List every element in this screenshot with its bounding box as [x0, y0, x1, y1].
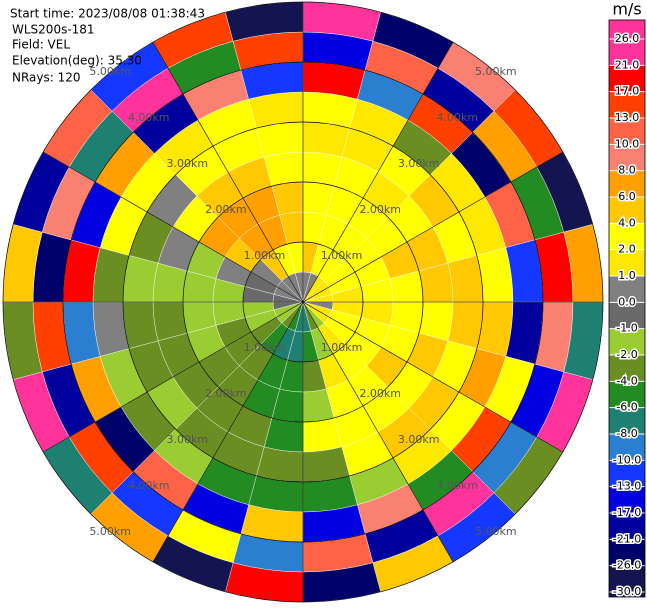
- colorbar-tick-label: 10.0: [615, 137, 640, 150]
- colorbar-tick-label: 26.0: [615, 32, 640, 45]
- spoke: [302, 151, 563, 303]
- colorbar-tick-label: 6.0: [618, 190, 636, 203]
- colorbar: 26.0 21.0 17.0 13.0 10.0 8.0 6.0 4.0 2.0 1.0 0.0 -1…: [608, 19, 646, 600]
- colorbar-segment: [609, 302, 645, 329]
- range-label: 1.00km: [321, 341, 363, 354]
- range-ring: [62, 61, 544, 543]
- colorbar-tick-label: 13.0: [615, 111, 640, 124]
- range-label: 3.00km: [398, 157, 440, 170]
- colorbar-tick-label: -30.0: [613, 585, 641, 598]
- range-label: 3.00km: [167, 433, 209, 446]
- colorbar-tick-label: -1.0: [616, 322, 637, 335]
- colorbar-tick-label: -4.0: [616, 374, 637, 387]
- colorbar-tick-label: -10.0: [613, 453, 641, 466]
- spoke: [152, 42, 304, 303]
- colorbar-tick-label: 4.0: [618, 216, 636, 229]
- colorbar-tick-label: 2.0: [618, 243, 636, 256]
- colorbar-tick-label: -6.0: [616, 401, 637, 414]
- colorbar-segment: [609, 407, 645, 434]
- range-label: 4.00km: [436, 479, 478, 492]
- range-label: 5.00km: [89, 525, 131, 538]
- spoke: [43, 151, 304, 303]
- velocity-cell: [447, 255, 484, 303]
- colorbar-tick-label: 1.0: [618, 269, 636, 282]
- colorbar-segment: [609, 276, 645, 303]
- range-label: 4.00km: [436, 111, 478, 124]
- field: Field: VEL: [12, 38, 70, 52]
- colorbar-segment: [609, 91, 645, 118]
- colorbar-segment: [609, 144, 645, 171]
- spoke: [302, 301, 563, 453]
- range-label: 5.00km: [89, 65, 131, 78]
- colorbar-title: m/s: [612, 0, 641, 19]
- colorbar-tick-label: 17.0: [615, 85, 640, 98]
- range-label: 2.00km: [359, 203, 401, 216]
- colorbar-segment: [609, 65, 645, 92]
- colorbar-tick-label: 8.0: [618, 164, 636, 177]
- spoke: [302, 301, 454, 562]
- colorbar-tick-label: -2.0: [616, 348, 637, 361]
- start-time: Start time: 2023/08/08 01:38:43: [10, 7, 205, 21]
- range-label: 2.00km: [359, 387, 401, 400]
- range-label: 2.00km: [205, 203, 247, 216]
- range-ring: [122, 121, 484, 483]
- instrument: WLS200s-181: [12, 23, 95, 37]
- range-label: 1.00km: [244, 341, 286, 354]
- colorbar-segment: [609, 223, 645, 250]
- colorbar-tick-label: 0.0: [618, 295, 636, 308]
- colorbar-segment: [609, 197, 645, 224]
- range-ring: [2, 1, 604, 603]
- spoke: [43, 301, 304, 453]
- velocity-cell: [122, 301, 159, 349]
- velocity-cell: [447, 301, 484, 349]
- colorbar-tick-label: 21.0: [615, 58, 640, 71]
- range-label: 4.00km: [128, 111, 170, 124]
- colorbar-segment: [609, 20, 645, 66]
- range-ring: [182, 181, 424, 423]
- velocity-cell: [256, 446, 304, 483]
- colorbar-segment: [609, 118, 645, 145]
- colorbar-segment: [609, 381, 645, 408]
- range-label: 5.00km: [475, 525, 517, 538]
- range-label: 3.00km: [167, 157, 209, 170]
- velocity-cell: [122, 255, 159, 303]
- range-label: 2.00km: [205, 387, 247, 400]
- elevation: Elevation(deg): 35.30: [12, 54, 142, 68]
- velocity-cell: [302, 121, 350, 158]
- colorbar-frame: [608, 19, 646, 598]
- range-ring: [242, 241, 364, 363]
- colorbar-tick-label: -17.0: [613, 506, 641, 519]
- range-label: 1.00km: [244, 249, 286, 262]
- colorbar-tick-label: -8.0: [616, 427, 637, 440]
- colorbar-tick-label: -26.0: [613, 559, 641, 572]
- colorbar-segment: [609, 486, 645, 513]
- colorbar-segment: [609, 460, 645, 487]
- range-label: 5.00km: [475, 65, 517, 78]
- colorbar-segment: [609, 328, 645, 355]
- colorbar-segment: [609, 355, 645, 382]
- colorbar-segment: [609, 539, 645, 566]
- nrays: NRays: 120: [12, 71, 81, 85]
- range-label: 3.00km: [398, 433, 440, 446]
- spoke: [302, 42, 454, 303]
- range-label: 1.00km: [321, 249, 363, 262]
- spoke: [152, 301, 304, 562]
- range-label: 4.00km: [128, 479, 170, 492]
- colorbar-tick-label: -13.0: [613, 480, 641, 493]
- plot-area: [2, 1, 604, 603]
- velocity-cell: [302, 446, 350, 483]
- overlay: 1.00km 1.00km 1.00km 1.00km 2.00km 2.00km 2.00…: [2, 1, 604, 603]
- colorbar-segment: [609, 170, 645, 197]
- colorbar-segment: [609, 249, 645, 276]
- colorbar-segment: [609, 513, 645, 540]
- colorbar-tick-label: -21.0: [613, 532, 641, 545]
- colorbar-segment: [609, 434, 645, 461]
- velocity-cell: [256, 121, 304, 158]
